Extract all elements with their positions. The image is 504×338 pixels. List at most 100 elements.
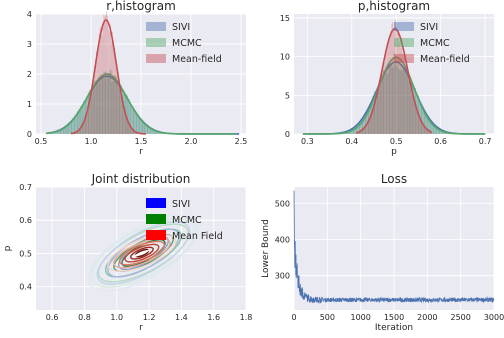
histogram-bar — [373, 91, 376, 134]
histogram-bar — [401, 66, 403, 134]
histogram-bar — [378, 87, 380, 134]
histogram-bar — [140, 119, 142, 134]
histogram-bar — [408, 79, 410, 134]
legend-swatch — [394, 22, 414, 31]
histogram-bar — [396, 59, 398, 135]
histogram-bar — [55, 131, 57, 134]
histogram-bar — [402, 67, 404, 134]
y-tick-label: 10 — [280, 53, 290, 62]
histogram-bar — [78, 109, 80, 134]
histogram-bar — [422, 110, 424, 134]
histogram-bar — [420, 121, 422, 134]
histogram-bar — [139, 118, 141, 134]
histogram-bar — [417, 115, 419, 134]
x-tick-label: 0.4 — [345, 137, 358, 146]
histogram-bar — [426, 117, 429, 134]
histogram-bar — [387, 41, 389, 134]
histogram-bar — [357, 126, 359, 134]
histogram-bar — [405, 68, 407, 134]
histogram-bar — [121, 89, 124, 134]
histogram-bar — [104, 16, 106, 135]
histogram-bar — [374, 103, 376, 134]
histogram-bar — [70, 121, 73, 134]
histogram-bar — [101, 77, 104, 134]
histogram-bar — [113, 48, 115, 134]
histogram-bar — [53, 132, 56, 134]
histogram-bar — [365, 125, 366, 134]
histogram-bar — [123, 94, 125, 134]
histogram-bar — [129, 103, 131, 134]
histogram-bar — [407, 73, 409, 134]
histogram-bar — [410, 83, 412, 134]
histogram-bar — [88, 102, 90, 134]
histogram-bar — [351, 130, 353, 134]
legend: SIVI MCMC Mean-field — [394, 22, 470, 65]
histogram-bar — [373, 106, 375, 134]
histogram-bar — [382, 70, 385, 134]
histogram-bar — [56, 130, 59, 134]
histogram-bar — [370, 105, 373, 134]
histogram-bar — [354, 128, 356, 134]
histogram-bar — [364, 111, 367, 134]
histogram-bar — [128, 98, 130, 134]
histogram-bar — [414, 100, 415, 134]
histogram-bar — [387, 72, 389, 134]
histogram-bar — [75, 132, 77, 134]
histogram-bar — [427, 130, 429, 134]
histogram-bar — [91, 86, 93, 134]
histogram-bar — [120, 90, 122, 134]
x-tick-label: 1.6 — [207, 313, 220, 322]
histogram-bar — [393, 29, 395, 134]
histogram-bar — [122, 101, 123, 134]
histogram-bar — [70, 120, 73, 134]
histogram-bar — [159, 132, 161, 134]
histogram-bar — [426, 129, 428, 134]
histogram-bar — [388, 37, 390, 134]
histogram-bar — [397, 32, 398, 135]
y-tick-label: 300 — [275, 272, 290, 281]
histogram-bar — [59, 129, 62, 134]
histogram-bar — [101, 35, 103, 135]
legend-label: MCMC — [172, 215, 202, 226]
contour-line — [118, 240, 166, 266]
legend-label: Mean-field — [420, 54, 470, 65]
histogram-bar — [87, 91, 90, 134]
histogram-bar — [441, 131, 444, 134]
histogram-bar — [151, 129, 153, 134]
x-tick-label: 0.5 — [390, 137, 403, 146]
histogram-bar — [77, 130, 79, 134]
x-tick-label: 2.0 — [185, 137, 198, 146]
histogram-bar — [72, 118, 74, 134]
histogram-bar — [109, 72, 111, 134]
contour-line — [90, 218, 197, 288]
series-mean-field — [356, 19, 433, 135]
histogram-bar — [367, 123, 368, 134]
contour-core — [132, 249, 150, 258]
histogram-bar — [148, 127, 150, 134]
histogram-bar — [99, 27, 101, 134]
histogram-bar — [98, 76, 100, 134]
histogram-bar — [100, 74, 102, 134]
histogram-bar — [134, 111, 136, 134]
histogram-bar — [154, 130, 156, 134]
histogram-bar — [117, 70, 119, 134]
histogram-bar — [432, 124, 435, 134]
histogram-bar — [393, 52, 395, 134]
histogram-bar — [118, 88, 121, 134]
contours — [87, 214, 200, 292]
histogram-bar — [376, 94, 377, 134]
histogram-bar — [84, 117, 86, 134]
histogram-bar — [430, 131, 432, 134]
x-axis-label: p — [391, 147, 397, 157]
legend: SIVI MCMC Mean-field — [146, 22, 222, 65]
histogram-bar — [383, 63, 385, 135]
histogram-bar — [148, 126, 150, 134]
histogram-bar — [428, 119, 430, 134]
histogram-bar — [390, 63, 392, 134]
histogram-bar — [397, 30, 399, 134]
histogram-bar — [392, 56, 394, 135]
contour-line — [97, 223, 190, 283]
histogram-bar — [375, 90, 377, 134]
histogram-bar — [81, 105, 83, 134]
histogram-bar — [423, 125, 424, 134]
